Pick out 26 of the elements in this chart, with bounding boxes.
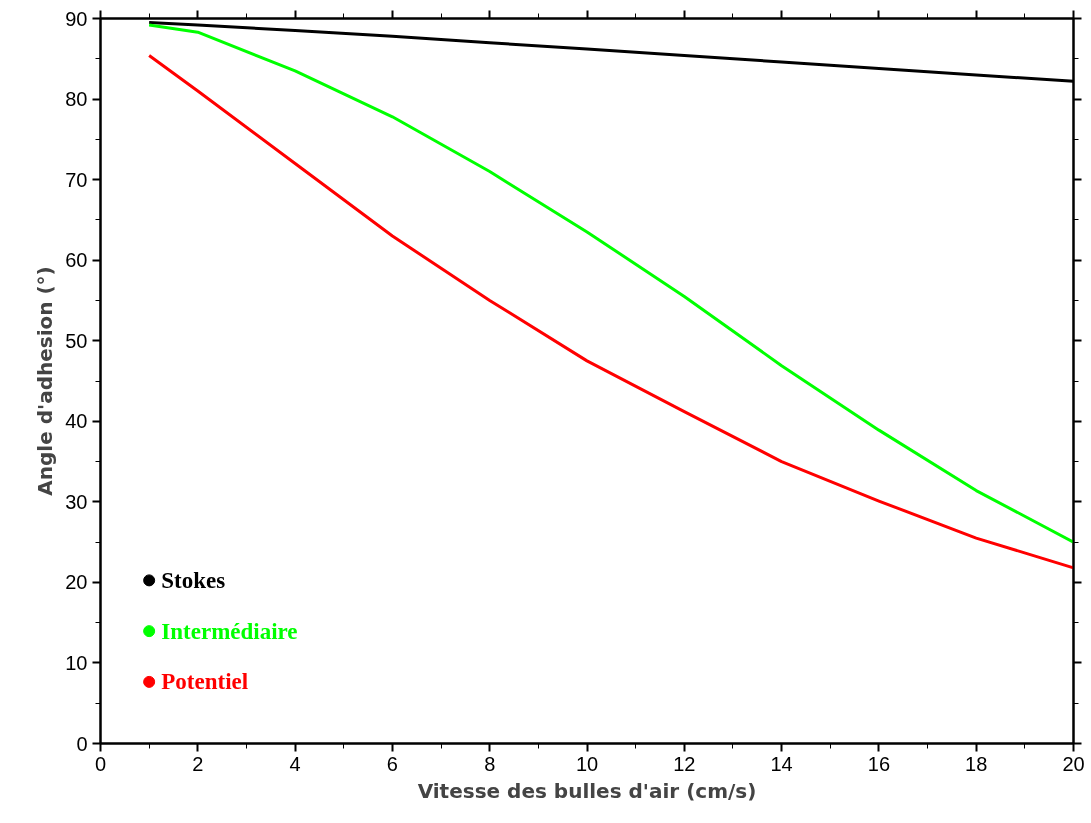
y-tick-label: 70 [65, 168, 88, 191]
y-tick-label: 80 [65, 88, 88, 111]
y-tick-label: 30 [65, 490, 88, 513]
x-tick-label: 20 [1062, 752, 1085, 775]
y-tick-label: 0 [76, 732, 88, 755]
x-tick-label: 16 [867, 752, 891, 775]
x-tick-label: 18 [965, 752, 988, 775]
y-axis-title: Angle d'adhesion (°) [33, 266, 58, 496]
legend-label: Stokes [161, 567, 226, 593]
x-tick-label: 6 [386, 752, 398, 775]
legend-label: Intermédiaire [161, 618, 298, 644]
x-tick-label: 14 [770, 752, 793, 775]
x-axis-title: Vitesse des bulles d'air (cm/s) [417, 778, 757, 803]
x-tick-label: 2 [192, 752, 204, 775]
legend-label: Potentiel [161, 669, 249, 695]
x-tick-label: 8 [484, 752, 496, 775]
y-tick-label: 40 [65, 410, 88, 433]
x-tick-label: 0 [94, 752, 107, 775]
x-tick-label: 10 [575, 752, 599, 775]
y-tick-label: 50 [65, 329, 88, 352]
y-tick-label: 20 [65, 571, 88, 594]
y-tick-label: 90 [65, 7, 88, 30]
y-tick-label: 10 [65, 651, 88, 674]
y-tick-label: 60 [65, 249, 88, 272]
x-tick-label: 12 [673, 752, 696, 775]
x-tick-label: 4 [289, 752, 301, 775]
